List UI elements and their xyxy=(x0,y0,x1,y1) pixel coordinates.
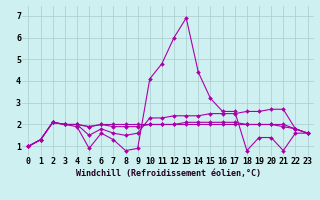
X-axis label: Windchill (Refroidissement éolien,°C): Windchill (Refroidissement éolien,°C) xyxy=(76,169,260,178)
